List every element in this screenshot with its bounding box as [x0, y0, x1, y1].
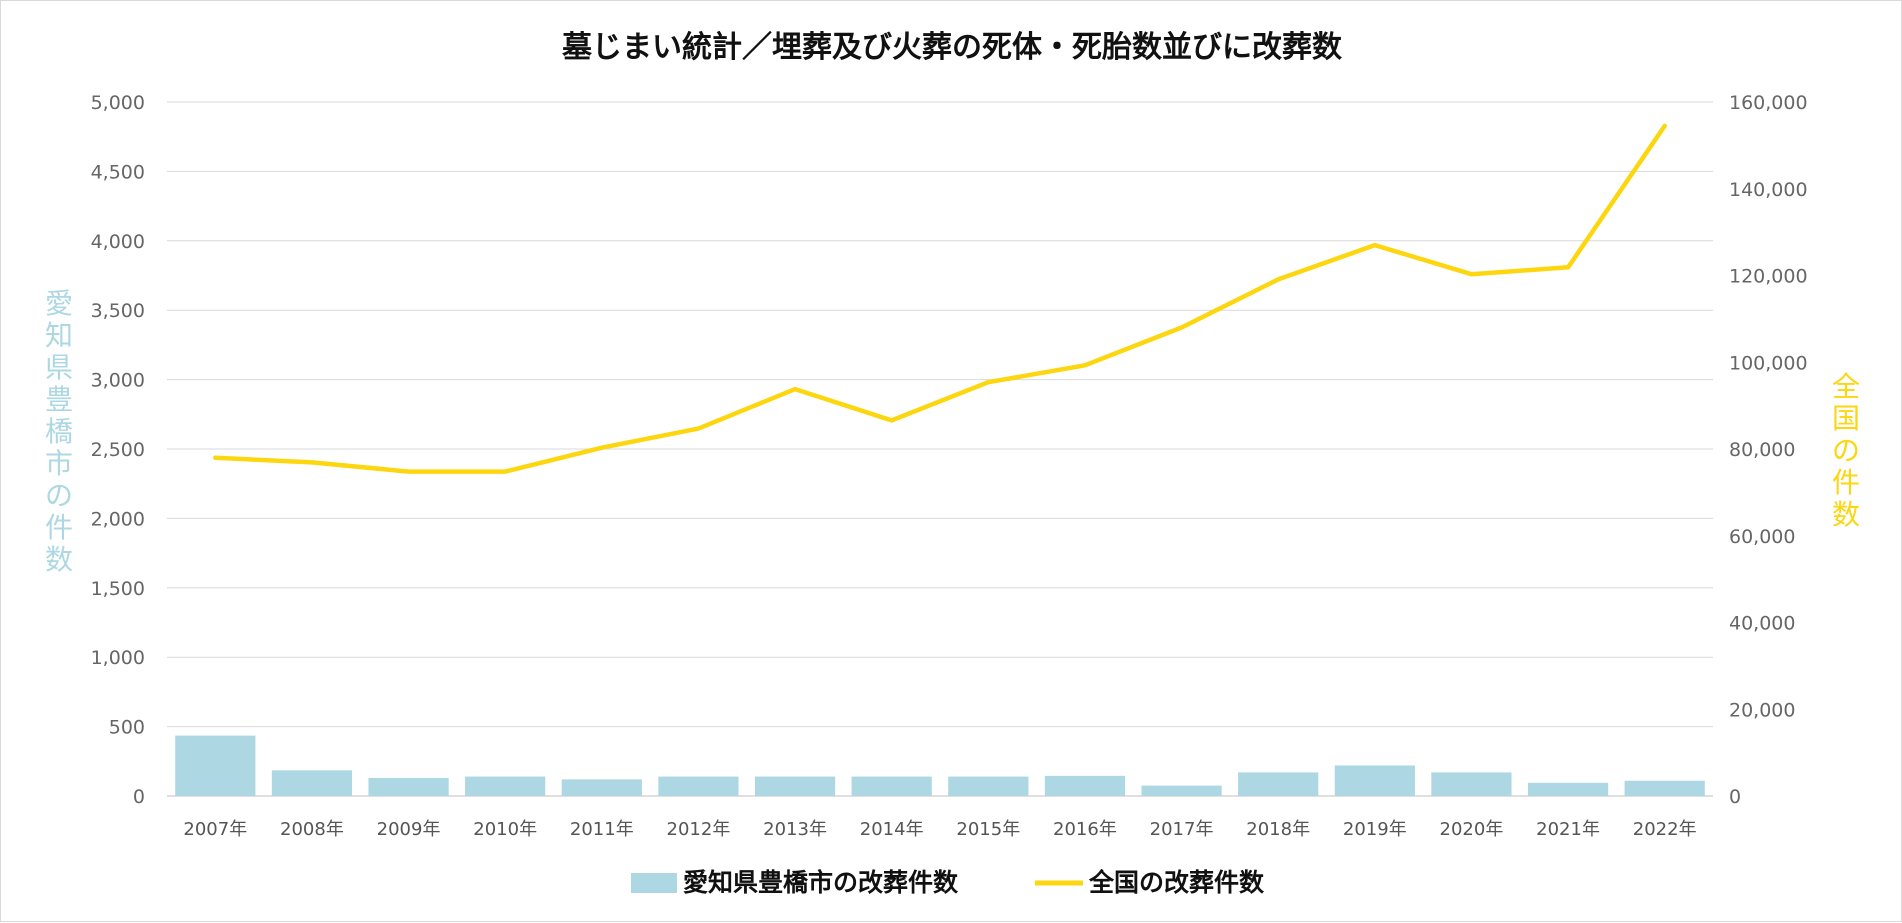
- left-tick-label: 5,000: [91, 92, 145, 114]
- axis-titles: 愛知県豊橋市の件数 全国の件数: [45, 287, 1860, 576]
- bar: [1141, 785, 1222, 796]
- left-tick-label: 2,500: [91, 439, 145, 461]
- x-tick-label: 2019年: [1343, 819, 1407, 840]
- right-axis-title: 全国の件数: [1832, 370, 1860, 531]
- chart-title: 墓じまい統計／埋葬及び火葬の死体・死胎数並びに改葬数: [561, 30, 1343, 65]
- right-tick-label: 160,000: [1729, 92, 1808, 114]
- bar: [948, 776, 1029, 796]
- legend-label-line: 全国の改葬件数: [1088, 868, 1265, 897]
- right-tick-label: 80,000: [1729, 439, 1795, 461]
- right-tick-label: 40,000: [1729, 613, 1795, 635]
- bar-series: [175, 735, 1705, 796]
- left-tick-label: 2,000: [91, 508, 145, 530]
- left-tick-label: 3,000: [91, 370, 145, 392]
- legend: 愛知県豊橋市の改葬件数 全国の改葬件数: [631, 868, 1265, 897]
- x-tick-label: 2009年: [377, 819, 441, 840]
- left-tick-label: 500: [109, 717, 145, 739]
- left-tick-label: 1,000: [91, 647, 145, 669]
- x-axis-ticks: 2007年 2008年 2009年 2010年 2011年 2012年 2013年 2014年…: [183, 819, 1696, 840]
- x-tick-label: 2015年: [956, 819, 1020, 840]
- bar: [1334, 765, 1415, 796]
- left-tick-label: 4,500: [91, 161, 145, 183]
- bar: [1431, 772, 1512, 796]
- x-tick-label: 2013年: [763, 819, 827, 840]
- right-tick-label: 20,000: [1729, 699, 1795, 721]
- x-tick-label: 2011年: [570, 819, 634, 840]
- bar: [754, 776, 836, 796]
- bar: [561, 779, 642, 796]
- right-tick-label: 140,000: [1729, 179, 1808, 201]
- right-tick-label: 0: [1729, 786, 1741, 808]
- x-tick-label: 2016年: [1053, 819, 1117, 840]
- x-tick-label: 2014年: [860, 819, 924, 840]
- x-tick-label: 2021年: [1536, 819, 1600, 840]
- bar: [368, 777, 449, 796]
- right-tick-label: 100,000: [1729, 352, 1808, 374]
- left-tick-label: 3,500: [91, 300, 145, 322]
- legend-label-bar: 愛知県豊橋市の改葬件数: [683, 868, 959, 897]
- line-series: [213, 123, 1667, 474]
- bar: [1527, 782, 1609, 796]
- left-axis-ticks: 0 500 1,000 1,500 2,000 2,500 3,000 3,500 4,000 4…: [91, 92, 145, 808]
- legend-swatch-bar: [631, 873, 677, 893]
- left-tick-label: 1,500: [91, 578, 145, 600]
- left-tick-label: 0: [133, 786, 145, 808]
- x-tick-label: 2017年: [1150, 819, 1214, 840]
- bar: [465, 776, 546, 796]
- bar: [175, 735, 256, 796]
- bar: [851, 776, 932, 796]
- x-tick-label: 2007年: [183, 819, 247, 840]
- x-tick-label: 2020年: [1440, 819, 1504, 840]
- bar: [1624, 780, 1705, 796]
- right-tick-label: 120,000: [1729, 266, 1808, 288]
- x-tick-label: 2022年: [1633, 819, 1697, 840]
- bar: [1044, 775, 1126, 796]
- x-tick-label: 2008年: [280, 819, 344, 840]
- gridlines: [167, 101, 1713, 797]
- bar: [658, 776, 739, 796]
- x-tick-label: 2010年: [473, 819, 537, 840]
- x-tick-label: 2018年: [1246, 819, 1310, 840]
- left-tick-label: 4,000: [91, 231, 145, 253]
- national-line: [213, 123, 1667, 474]
- bar: [1238, 772, 1319, 796]
- right-axis-ticks: 0 20,000 40,000 60,000 80,000 100,000 120,000 1…: [1729, 92, 1808, 808]
- left-axis-title: 愛知県豊橋市の件数: [45, 287, 73, 576]
- bar: [271, 770, 353, 796]
- right-tick-label: 60,000: [1729, 526, 1795, 548]
- x-tick-label: 2012年: [667, 819, 731, 840]
